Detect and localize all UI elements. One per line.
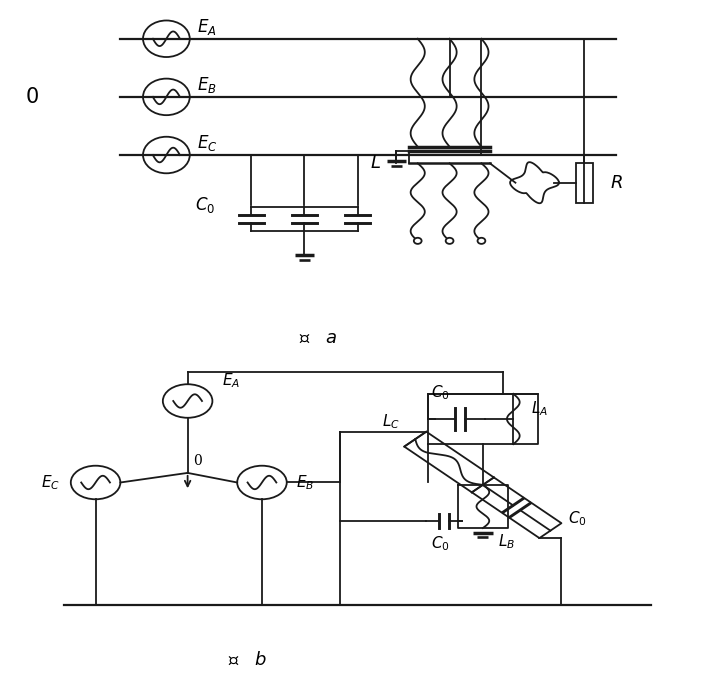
Text: $E_A$: $E_A$ <box>197 16 217 37</box>
Text: $E_C$: $E_C$ <box>197 133 217 153</box>
Circle shape <box>413 238 422 244</box>
Text: $E_B$: $E_B$ <box>296 473 314 492</box>
Text: $C_0$: $C_0$ <box>195 195 215 215</box>
Text: $L_A$: $L_A$ <box>531 399 548 418</box>
Text: $E_A$: $E_A$ <box>222 372 240 390</box>
Text: $0$: $0$ <box>25 87 39 107</box>
Text: 0: 0 <box>193 454 202 468</box>
Text: $C_0$: $C_0$ <box>568 509 587 528</box>
Text: 图   $a$: 图 $a$ <box>299 329 338 347</box>
Text: $L_B$: $L_B$ <box>498 532 515 551</box>
Bar <box>576 163 593 202</box>
Text: $L_C$: $L_C$ <box>382 411 399 430</box>
Text: $R$: $R$ <box>610 174 623 191</box>
Text: $E_B$: $E_B$ <box>197 75 217 94</box>
Text: $E_C$: $E_C$ <box>41 473 60 492</box>
Text: 图   $b$: 图 $b$ <box>228 651 268 669</box>
Text: $C_0$: $C_0$ <box>431 384 450 402</box>
Text: $C_0$: $C_0$ <box>431 534 450 553</box>
Text: $L$: $L$ <box>370 154 381 172</box>
Circle shape <box>477 238 485 244</box>
Circle shape <box>446 238 453 244</box>
